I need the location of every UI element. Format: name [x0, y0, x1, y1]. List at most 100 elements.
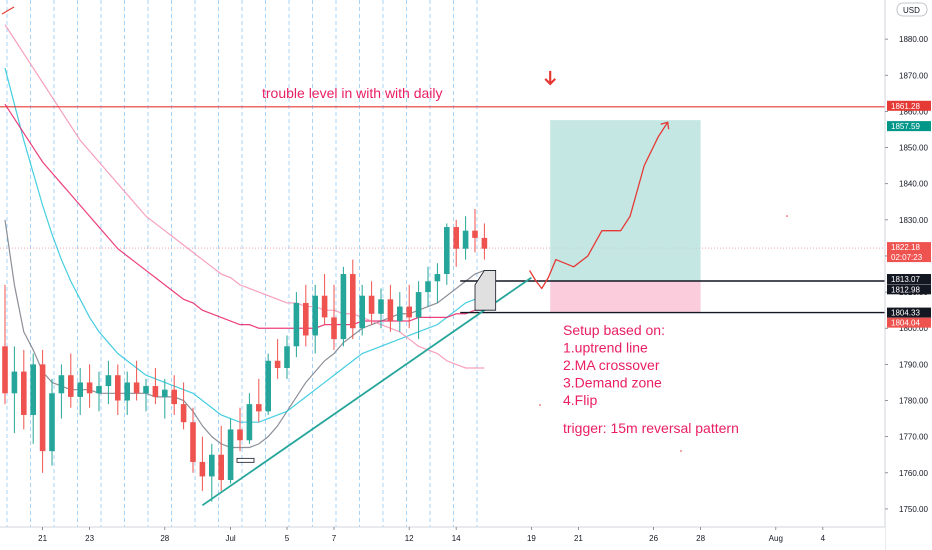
- candle-body: [68, 375, 74, 397]
- candle-body: [368, 295, 375, 314]
- time-tick-label: 21: [574, 534, 583, 543]
- candle-body: [246, 404, 253, 441]
- candle: [180, 382, 187, 430]
- down-arrow-icon: [544, 70, 556, 86]
- setup-line: 2.MA crossover: [563, 357, 660, 373]
- edge-mark: [1, 6, 15, 15]
- candle-body: [77, 382, 83, 397]
- candle-body: [227, 429, 234, 481]
- moving-average-2: [4, 67, 485, 423]
- candle-body: [350, 274, 356, 329]
- candle: [58, 364, 65, 419]
- candle-body: [274, 360, 281, 368]
- candle: [143, 378, 149, 412]
- price-tick-label: 1790.00: [899, 360, 928, 369]
- price-tick-label: 1850.00: [899, 144, 928, 153]
- price-tag-label: 1813.07: [891, 275, 920, 284]
- candle: [171, 375, 177, 415]
- price-tick-label: 1880.00: [899, 35, 928, 44]
- session-grid: [0, 0, 885, 527]
- candle: [472, 208, 478, 253]
- projection-arrow-head: [660, 121, 670, 130]
- price-tag: 1861.28: [887, 100, 931, 111]
- price-tag-bg: [887, 121, 931, 132]
- time-axis[interactable]: 21 23 28 Jul 5 7 12 14 19 21 26 28 Aug 4: [0, 526, 885, 550]
- price-tick-label: 1800.00: [899, 324, 928, 333]
- target-zone: [550, 120, 701, 282]
- candle-body: [378, 299, 384, 314]
- price-tag-label: 1861.28: [891, 102, 920, 111]
- candle-body: [434, 274, 441, 282]
- candle: [162, 378, 168, 419]
- horizontal-levels: [0, 106, 885, 314]
- currency-badge: USD: [896, 2, 928, 17]
- candle-body: [397, 306, 403, 322]
- candle: [21, 349, 27, 430]
- time-tick-label: 14: [452, 534, 461, 543]
- candle-body: [359, 295, 365, 329]
- candle-body: [387, 299, 394, 322]
- candle: [256, 378, 262, 423]
- candle: [227, 418, 234, 484]
- candle: [124, 371, 130, 415]
- trigger-note: trigger: 15m reversal pattern: [563, 420, 739, 436]
- candle: [265, 353, 271, 415]
- candle: [105, 360, 112, 405]
- candle-body: [11, 371, 18, 394]
- candle-body: [49, 393, 55, 452]
- candle: [415, 281, 422, 340]
- price-tag: 1812.98: [887, 284, 931, 295]
- candle: [209, 443, 215, 502]
- candle: [86, 364, 93, 408]
- price-tag: 1813.07: [887, 274, 931, 285]
- candle-body: [58, 375, 65, 394]
- candle-body: [265, 360, 271, 412]
- candle-body: [415, 292, 422, 318]
- candle: [39, 349, 46, 473]
- candle: [293, 292, 300, 358]
- candle: [218, 425, 224, 491]
- candle-body: [293, 302, 300, 347]
- stop-zone: [550, 281, 701, 313]
- uptrend-line: [201, 276, 532, 507]
- time-tick-label: Aug: [769, 534, 783, 543]
- moving-average-3: [4, 103, 485, 329]
- time-tick-label: Jul: [225, 534, 235, 543]
- candle-body: [444, 227, 450, 275]
- stray-dot: [680, 450, 682, 452]
- candle-body: [462, 230, 469, 249]
- price-tag: 1857.59: [887, 121, 931, 132]
- projection-drawings: [1, 6, 788, 463]
- time-tick-label: 4: [821, 534, 826, 543]
- candle-body: [133, 382, 140, 394]
- price-tag-label: 1804.04: [891, 319, 920, 328]
- trendline: [201, 276, 532, 507]
- candle-body: [472, 230, 478, 238]
- projection-path: [528, 121, 669, 290]
- setup-line: 4.Flip: [563, 392, 597, 408]
- candle-body: [30, 364, 36, 415]
- price-tag-bg: [887, 274, 931, 285]
- stray-dot: [786, 215, 788, 217]
- price-tick-label: 1830.00: [899, 216, 928, 225]
- currency-label: USD: [903, 6, 920, 15]
- candle-body: [190, 422, 196, 462]
- candle-body: [96, 386, 102, 394]
- candle: [246, 393, 253, 444]
- candles: [2, 208, 488, 502]
- candle: [237, 407, 243, 452]
- price-tick-label: 1760.00: [899, 469, 928, 478]
- candle: [190, 407, 196, 473]
- candle-body: [21, 371, 27, 415]
- candle-body: [124, 382, 130, 401]
- candle-body: [453, 227, 459, 249]
- candle-body: [180, 404, 187, 423]
- price-tick-label: 1750.00: [899, 505, 928, 514]
- candle: [96, 371, 102, 412]
- moving-averages: [4, 24, 485, 449]
- candle: [387, 284, 394, 332]
- price-tick-label: 1840.00: [899, 180, 928, 189]
- candle-body: [143, 386, 149, 394]
- demand-box-small: [236, 457, 255, 463]
